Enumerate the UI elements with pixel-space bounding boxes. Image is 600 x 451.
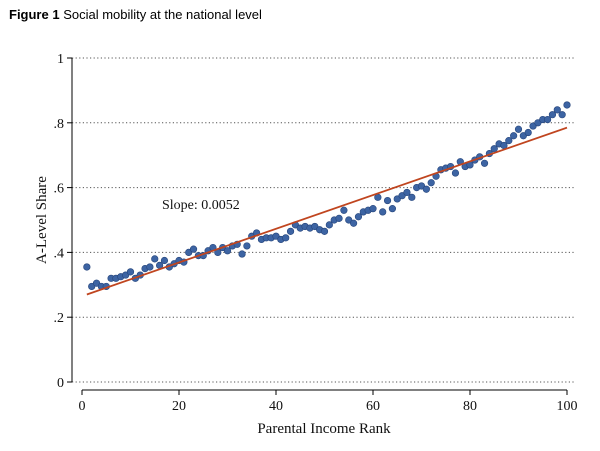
data-point: [369, 205, 377, 213]
figure-caption: Social mobility at the national level: [63, 7, 262, 22]
data-point: [325, 221, 333, 229]
data-point: [335, 214, 343, 222]
fit-line-layer: [86, 126, 568, 296]
y-tick-label: .2: [54, 311, 65, 326]
x-tick-label: 20: [172, 399, 186, 414]
y-tick-label: 1: [57, 52, 64, 67]
data-points: [83, 101, 571, 291]
x-tick-label: 40: [269, 399, 283, 414]
data-point: [558, 111, 566, 119]
x-tick-label: 0: [79, 399, 86, 414]
data-point: [189, 245, 198, 253]
data-point: [543, 115, 552, 124]
figure-title: Figure 1 Social mobility at the national…: [9, 7, 262, 22]
data-point: [480, 159, 489, 167]
data-point: [282, 234, 290, 242]
data-point: [354, 213, 363, 221]
data-point: [388, 205, 397, 213]
y-tick-label: .6: [54, 182, 65, 197]
data-point: [514, 125, 523, 133]
data-point: [524, 128, 532, 137]
data-point: [548, 111, 557, 119]
y-tick-label: 0: [57, 376, 64, 391]
data-point: [408, 193, 416, 201]
data-point: [320, 227, 329, 235]
x-tick-label: 60: [366, 399, 380, 414]
data-point: [83, 263, 91, 271]
data-point: [403, 188, 411, 197]
data-point: [286, 227, 295, 235]
data-point: [146, 263, 154, 271]
data-point: [126, 268, 135, 276]
x-tick-label: 100: [557, 399, 578, 414]
data-point: [350, 219, 358, 227]
axes: [67, 57, 568, 395]
data-point: [340, 206, 348, 214]
data-point: [505, 137, 513, 145]
fit-line: [86, 126, 568, 296]
data-point: [379, 208, 387, 216]
data-point: [510, 132, 518, 140]
x-tick-label: 80: [463, 399, 477, 414]
data-point: [422, 185, 430, 193]
data-point: [383, 196, 392, 205]
grid-lines: [72, 57, 575, 383]
y-axis-label: A-Level Share: [34, 176, 50, 264]
data-point: [160, 256, 169, 265]
tick-labels: 0 .2 .4 .6 .8 1 0 20 40 60 80 100: [54, 52, 578, 414]
data-point: [553, 106, 561, 114]
figure-label: Figure 1: [9, 7, 60, 22]
data-point: [223, 247, 232, 255]
data-point: [563, 101, 571, 109]
slope-annotation: Slope: 0.0052: [162, 198, 240, 213]
data-point: [451, 169, 460, 177]
data-point: [151, 255, 159, 263]
data-point: [238, 250, 246, 258]
data-point: [427, 179, 435, 187]
y-tick-label: .8: [54, 117, 65, 132]
data-point: [243, 242, 251, 250]
x-axis-label: Parental Income Rank: [257, 421, 391, 437]
y-tick-label: .4: [54, 246, 65, 261]
